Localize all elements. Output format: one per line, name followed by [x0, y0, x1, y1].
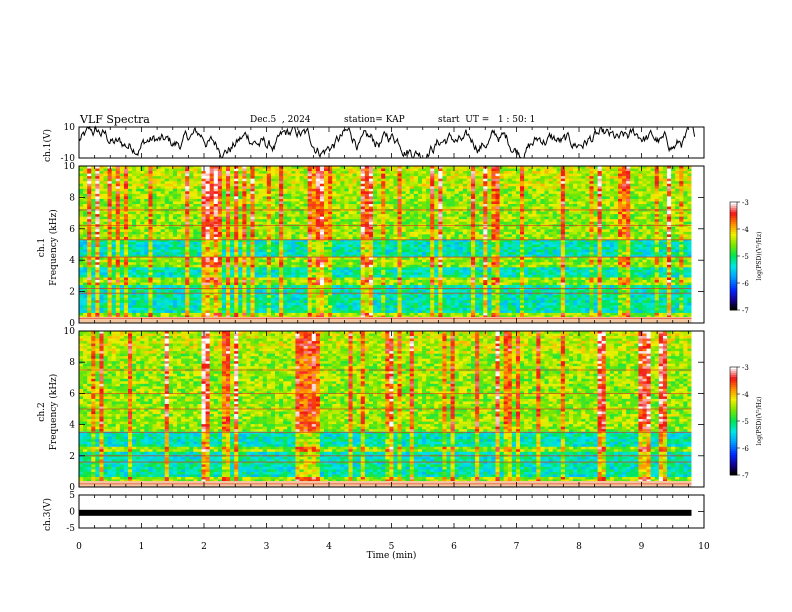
- ch2-spectrogram-colorbar-tick: -6: [742, 445, 749, 453]
- ch1-waveform-ytick-label: 10: [64, 123, 76, 133]
- x-tick-label: 0: [76, 542, 82, 552]
- ch1-spectrogram-lowband: [79, 317, 692, 323]
- ch2-spectrogram-ytick-label: 2: [69, 452, 75, 462]
- ch2-spectrogram-ytick-label: 0: [69, 483, 75, 493]
- ch3-signal-ylabel: ch.3(V): [42, 498, 53, 531]
- ch2-spectrogram-ytick-label: 6: [69, 389, 75, 399]
- ch1-spectrogram-colorbar-tick: -6: [742, 280, 749, 288]
- ch1-spectrogram-colorbar-tick: -7: [742, 307, 749, 315]
- x-tick-label: 6: [451, 542, 457, 552]
- ch1-spectrogram-image: [79, 166, 704, 323]
- station-label: station= KAP: [344, 115, 405, 125]
- x-tick-label: 2: [201, 542, 207, 552]
- ch2-spectrogram-colorbar-tick: -5: [742, 418, 749, 426]
- x-axis-label: Time (min): [367, 550, 417, 561]
- ch2-spectrogram-ytick-label: 8: [69, 358, 75, 368]
- ch1-spectrogram-ytick-label: 10: [64, 162, 76, 172]
- ch3-signal-line: [79, 509, 692, 516]
- ch1-waveform-ytick-label: -10: [61, 154, 76, 164]
- ch1-spectrogram-colorbar: -3 -4 -5 -6 -7 log(PSD)(V²/Hz): [729, 199, 763, 315]
- x-tick-label: 10: [698, 542, 710, 552]
- x-tick-label: 4: [326, 542, 332, 552]
- ch1-waveform-line: [78, 125, 696, 159]
- ch1-spectrogram-ytick-label: 0: [69, 319, 75, 329]
- ch1-spectrogram-ylabel-channel: ch.1: [37, 238, 47, 257]
- ch1-spectrogram-ytick-label: 4: [69, 256, 75, 266]
- ch3-signal-ytick-label: -5: [66, 524, 75, 534]
- x-tick-label: 9: [639, 542, 645, 552]
- start-ut-label: start UT = 1 : 50: 1: [438, 115, 536, 125]
- ch1-spectrogram-colorbar-tick: -3: [742, 199, 749, 207]
- ch1-spectrogram-colorbar-label: log(PSD)(V²/Hz): [756, 232, 763, 281]
- date-label: Dec.5 , 2024: [250, 115, 311, 125]
- x-tick-label: 3: [264, 542, 270, 552]
- ch1-spectrogram-colorbar-tick: -4: [742, 226, 749, 234]
- ch3-signal-ytick-label: 5: [69, 491, 75, 501]
- ch2-spectrogram-colorbar-tick: -3: [742, 364, 749, 372]
- x-tick-label: 7: [514, 542, 520, 552]
- ch2-spectrogram-colorbar: -3 -4 -5 -6 -7 log(PSD)(V²/Hz): [729, 364, 763, 480]
- ch1-spectrogram-colorbar-tick: -5: [742, 253, 749, 261]
- ch1-waveform-ylabel: ch.1(V): [42, 129, 53, 162]
- ch1-spectrogram-ytick-label: 6: [69, 225, 75, 235]
- ch1-spectrogram-ytick-label: 2: [69, 288, 75, 298]
- x-tick-label: 5: [389, 542, 395, 552]
- ch2-spectrogram-image: [79, 331, 704, 487]
- ch2-spectrogram-ylabel-freq: Frequency (kHz): [48, 374, 59, 451]
- ch3-signal-ytick-label: 0: [69, 508, 75, 518]
- plot-title: VLF Spectra: [80, 113, 150, 126]
- ch2-spectrogram-ylabel-channel: ch.2: [37, 402, 47, 421]
- ch2-spectrogram-ytick-label: 4: [69, 421, 75, 431]
- ch1-spectrogram-ylabel-freq: Frequency (kHz): [48, 209, 59, 286]
- ch2-spectrogram-ytick-label: 10: [64, 327, 76, 337]
- ch1-spectrogram-ytick-label: 8: [69, 193, 75, 203]
- ch2-spectrogram-colorbar-label: log(PSD)(V²/Hz): [756, 397, 763, 446]
- ch2-spectrogram-colorbar-tick: -7: [742, 472, 749, 480]
- x-tick-label: 1: [139, 542, 145, 552]
- ch2-spectrogram-colorbar-tick: -4: [742, 391, 749, 399]
- x-tick-label: 8: [576, 542, 582, 552]
